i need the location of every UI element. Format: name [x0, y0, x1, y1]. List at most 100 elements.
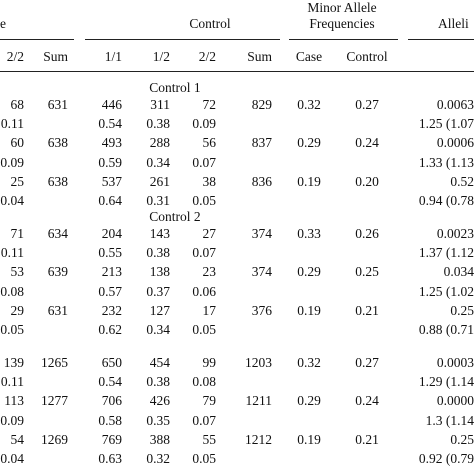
cell-case-22: 60: [10, 135, 25, 151]
cell-control-11: 493: [101, 135, 122, 151]
cell-control-22: 72: [202, 97, 217, 112]
case-group-rule: [0, 39, 74, 40]
cell-case-sum: 1269: [41, 431, 68, 447]
maf-header-line1: Minor Allele: [307, 0, 377, 15]
cell-maf-case: 0.19: [297, 431, 321, 447]
cell-control-12: 388: [149, 431, 170, 447]
cell-allelic: 1.29 (1.14: [418, 374, 474, 390]
cell-control-11: 213: [101, 264, 122, 280]
col-maf-case: Case: [295, 49, 323, 64]
header-bottom-rule: [0, 71, 474, 72]
cell-case-sum: 631: [47, 97, 68, 112]
cell-maf-case: 0.32: [297, 355, 321, 370]
cell-case-22: 71: [10, 226, 25, 241]
cell-control-22: 0.05: [192, 193, 216, 208]
cell-control-12: 127: [149, 302, 170, 318]
cell-control-12: 0.31: [146, 193, 170, 208]
cell-control-11: 0.64: [98, 193, 122, 208]
cell-allelic: 0.52: [450, 173, 474, 189]
cell-case-22: 0.11: [0, 245, 24, 261]
cell-control-22: 0.07: [192, 245, 216, 261]
col-maf-control: Control: [346, 49, 388, 64]
cell-control-11: 0.57: [98, 283, 122, 299]
cell-case-22: 0.11: [0, 374, 24, 390]
cell-control-12: 288: [149, 135, 170, 151]
cell-control-22: 0.08: [192, 374, 216, 390]
cell-control-12: 0.38: [146, 374, 170, 390]
cell-control-sum: 374: [251, 264, 272, 280]
cell-maf-case: 0.19: [297, 173, 321, 189]
cell-allelic: 1.33 (1.13: [418, 154, 474, 170]
cell-case-22: 0.09: [0, 412, 24, 428]
cell-case-22: 0.09: [0, 154, 24, 170]
cell-control-12: 0.34: [146, 154, 170, 170]
cell-allelic: 0.88 (0.71: [418, 322, 474, 337]
cell-allelic: 1.3 (1.14: [425, 412, 474, 428]
cell-case-22: 25: [10, 173, 25, 189]
cell-allelic: 0.0006: [436, 135, 474, 151]
cell-allelic: 0.25: [450, 431, 474, 447]
cell-maf-case: 0.29: [297, 264, 321, 280]
cell-allelic: 0.25: [450, 302, 474, 318]
control-group-rule: [85, 39, 280, 40]
cell-case-22: 29: [10, 302, 25, 318]
cell-control-11: 706: [101, 393, 122, 409]
cell-control-11: 537: [101, 173, 122, 189]
cell-allelic: 0.0063: [436, 97, 474, 112]
cell-case-22: 53: [10, 264, 25, 280]
cell-control-11: 0.59: [98, 154, 122, 170]
cell-control-11: 0.63: [98, 451, 122, 466]
cell-case-22: 0.04: [0, 193, 24, 208]
cell-maf-case: 0.29: [297, 135, 321, 151]
cell-allelic: 0.0003: [436, 355, 474, 370]
group-label: Control 1: [149, 80, 201, 95]
case-header-partial: e: [0, 16, 6, 31]
allelic-group-rule: [408, 39, 474, 40]
cell-control-sum: 829: [251, 97, 272, 112]
cell-allelic: 1.37 (1.12: [418, 245, 474, 261]
cell-case-22: 139: [3, 355, 24, 370]
col-control-22: 2/2: [198, 49, 216, 64]
cell-control-sum: 837: [251, 135, 272, 151]
cell-control-11: 204: [101, 226, 122, 241]
cell-maf-case: 0.33: [297, 226, 321, 241]
cell-control-22: 0.09: [192, 116, 216, 132]
cell-control-11: 0.62: [98, 322, 122, 337]
cell-allelic: 1.25 (1.07: [418, 116, 474, 132]
cell-control-11: 0.58: [98, 412, 122, 428]
cell-control-22: 23: [202, 264, 217, 280]
cell-control-22: 99: [202, 355, 217, 370]
cell-allelic: 0.0000: [436, 393, 474, 409]
cell-control-12: 0.38: [146, 245, 170, 261]
cell-allelic: 0.92 (0.79: [418, 451, 474, 466]
cell-control-12: 311: [150, 97, 170, 112]
cell-case-22: 0.05: [0, 322, 24, 337]
cell-control-12: 426: [149, 393, 170, 409]
cell-control-sum: 1212: [245, 431, 272, 447]
cell-maf-case: 0.19: [297, 302, 321, 318]
cell-maf-control: 0.24: [355, 135, 379, 151]
cell-case-sum: 638: [47, 173, 68, 189]
cell-maf-control: 0.25: [355, 264, 379, 280]
cell-case-22: 0.08: [0, 283, 24, 299]
cell-case-22: 68: [10, 97, 25, 112]
cell-control-12: 143: [149, 226, 170, 241]
cell-control-12: 0.34: [146, 322, 170, 337]
maf-group-rule: [289, 39, 398, 40]
cell-control-22: 38: [202, 173, 217, 189]
cell-control-11: 0.54: [98, 374, 122, 390]
cell-control-22: 27: [202, 226, 217, 241]
cell-control-22: 0.07: [192, 154, 216, 170]
cell-case-sum: 639: [47, 264, 68, 280]
cell-maf-case: 0.32: [297, 97, 321, 112]
col-case-22: 2/2: [6, 49, 24, 64]
cell-case-sum: 631: [47, 302, 68, 318]
cell-control-22: 0.05: [192, 451, 216, 466]
cell-control-22: 55: [202, 431, 217, 447]
cell-control-12: 138: [149, 264, 170, 280]
col-control-11: 1/1: [104, 49, 122, 64]
cell-allelic: 0.94 (0.78: [418, 193, 474, 208]
cell-allelic: 0.0023: [436, 226, 474, 241]
cell-maf-control: 0.20: [355, 173, 379, 189]
cell-control-12: 0.38: [146, 116, 170, 132]
